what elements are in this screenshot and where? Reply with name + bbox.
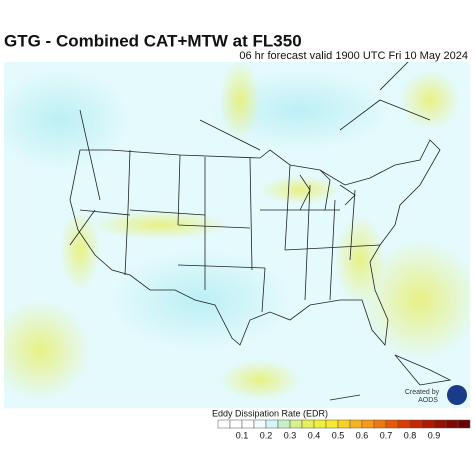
colorbar-swatch [229, 419, 243, 429]
logo [447, 385, 467, 405]
credit-line: Created by [405, 389, 440, 396]
colorbar-swatch [397, 419, 411, 429]
colorbar-swatch [385, 419, 399, 429]
title: GTG - Combined CAT+MTW at FL350 [4, 31, 302, 50]
credit-logo: Created by AODS [405, 385, 467, 405]
colorbar-swatch [313, 419, 327, 429]
colorbar-swatch [421, 419, 435, 429]
map [4, 62, 470, 408]
colorbar: 0.1 0.2 0.3 0.4 0.5 0.6 0.7 0.8 0.9 [217, 419, 471, 440]
colorbar-swatch [289, 419, 303, 429]
colorbar-tick-label: 0.5 [332, 430, 345, 440]
colorbar-swatch [433, 419, 447, 429]
colorbar-tick-label: 0.8 [404, 430, 417, 440]
turbulence-field [4, 62, 470, 400]
credit-line: AODS [418, 397, 438, 404]
colorbar-tick-label: 0.6 [356, 430, 369, 440]
colorbar-tick-label: 0.4 [308, 430, 321, 440]
colorbar-tick-label: 0.9 [428, 430, 441, 440]
legend-label: Eddy Dissipation Rate (EDR) [212, 408, 328, 418]
colorbar-tick-label: 0.7 [380, 430, 393, 440]
colorbar-tick-label: 0.2 [260, 430, 273, 440]
colorbar-swatch [265, 419, 279, 429]
colorbar-swatch [361, 419, 375, 429]
colorbar-swatch [337, 419, 351, 429]
colorbar-tick-label: 0.1 [236, 430, 249, 440]
colorbar-swatch [325, 419, 339, 429]
colorbar-swatch [349, 419, 363, 429]
colorbar-swatch [409, 419, 423, 429]
colorbar-tick-label: 0.3 [284, 430, 297, 440]
colorbar-swatch [277, 419, 291, 429]
colorbar-swatch [457, 419, 471, 429]
colorbar-swatch [445, 419, 459, 429]
boundaries [69, 62, 452, 401]
colorbar-swatch [301, 419, 315, 429]
colorbar-swatch [373, 419, 387, 429]
colorbar-swatch [253, 419, 267, 429]
colorbar-swatch [241, 419, 255, 429]
colorbar-swatch [217, 419, 231, 429]
subtitle: 06 hr forecast valid 1900 UTC Fri 10 May… [239, 50, 468, 62]
